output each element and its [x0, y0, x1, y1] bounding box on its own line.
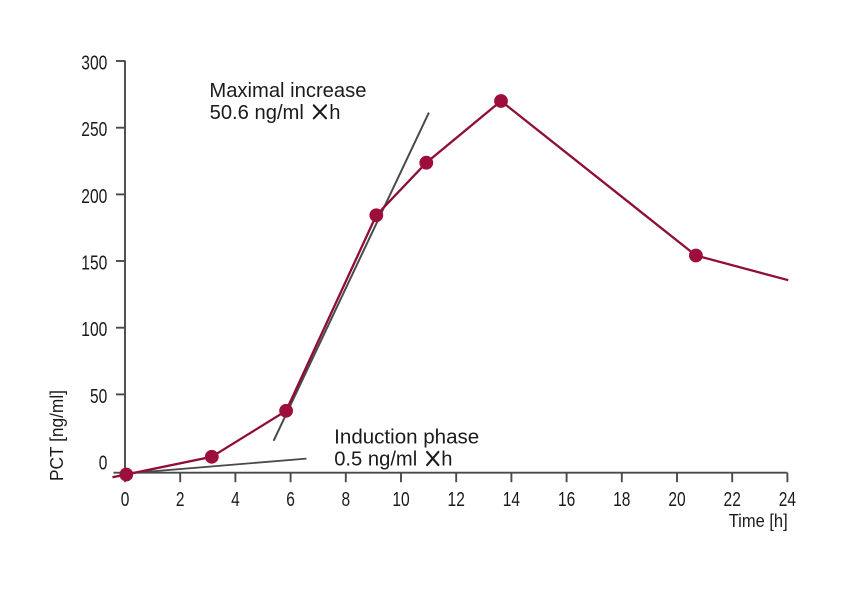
svg-text:22: 22	[724, 489, 741, 511]
svg-text:20: 20	[668, 489, 685, 511]
svg-text:0: 0	[121, 489, 130, 511]
svg-text:Time [h]: Time [h]	[729, 510, 788, 531]
svg-text:2: 2	[176, 489, 185, 511]
svg-text:100: 100	[81, 319, 107, 341]
svg-text:0: 0	[99, 453, 108, 475]
svg-text:Induction phase: Induction phase	[334, 426, 479, 448]
svg-text:10: 10	[392, 489, 409, 511]
svg-text:0.5 ng/ml: 0.5 ng/ml	[334, 449, 417, 471]
svg-text:300: 300	[81, 53, 107, 75]
svg-text:4: 4	[231, 489, 240, 511]
svg-text:8: 8	[342, 489, 351, 511]
svg-text:16: 16	[558, 489, 575, 511]
svg-text:Maximal increase: Maximal increase	[209, 80, 366, 102]
svg-text:150: 150	[81, 253, 107, 275]
svg-text:50: 50	[90, 386, 107, 408]
svg-text:6: 6	[286, 489, 295, 511]
svg-text:24: 24	[779, 489, 796, 511]
svg-text:h: h	[329, 102, 340, 124]
svg-text:12: 12	[448, 489, 465, 511]
svg-text:14: 14	[503, 489, 520, 511]
svg-text:50.6 ng/ml: 50.6 ng/ml	[210, 102, 304, 124]
svg-text:200: 200	[81, 186, 107, 208]
svg-text:h: h	[441, 449, 452, 471]
svg-text:250: 250	[81, 119, 107, 141]
svg-text:PCT [ng/ml]: PCT [ng/ml]	[46, 390, 67, 481]
svg-text:18: 18	[613, 489, 630, 511]
